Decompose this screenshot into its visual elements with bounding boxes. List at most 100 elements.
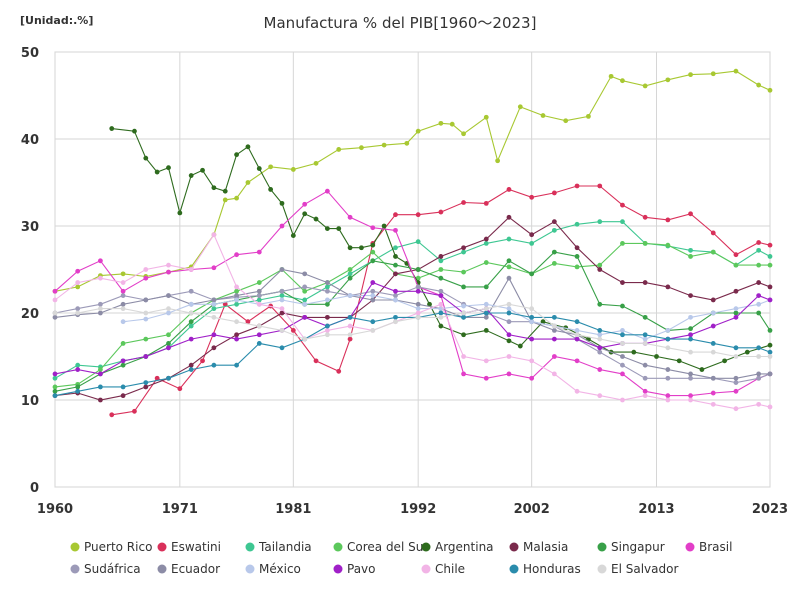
data-point <box>620 332 625 338</box>
data-point <box>551 323 557 329</box>
data-point <box>756 310 762 316</box>
legend-label: Sudáfrica <box>84 562 141 576</box>
legend-item: Ecuador <box>157 562 220 576</box>
data-point <box>211 345 217 351</box>
data-point <box>347 323 353 329</box>
data-point <box>710 323 716 329</box>
legend-item: Brasil <box>685 540 732 554</box>
data-point <box>370 280 376 285</box>
data-point <box>234 152 239 158</box>
data-point <box>756 240 762 245</box>
data-point <box>563 118 569 124</box>
data-point <box>642 341 648 346</box>
data-point <box>256 288 262 294</box>
data-point <box>120 362 126 368</box>
data-point <box>302 201 308 207</box>
data-point <box>574 319 580 325</box>
data-point <box>506 332 512 338</box>
data-point <box>767 354 773 359</box>
data-point <box>620 371 625 377</box>
legend-marker <box>509 564 519 574</box>
data-point <box>415 239 421 245</box>
data-point <box>733 314 739 320</box>
data-point <box>211 232 217 238</box>
data-point <box>710 375 716 381</box>
data-point <box>620 241 625 246</box>
data-point <box>756 354 762 359</box>
data-point <box>279 306 285 312</box>
legend-label: Brasil <box>699 540 732 554</box>
data-point <box>597 262 603 268</box>
data-point <box>483 200 489 206</box>
data-point <box>393 262 398 268</box>
series-8 <box>52 284 773 385</box>
data-point <box>166 269 171 275</box>
data-point <box>415 267 421 272</box>
data-point <box>506 310 512 316</box>
data-point <box>733 306 739 312</box>
data-point <box>97 384 103 390</box>
legend-marker <box>597 564 607 574</box>
data-point <box>574 332 580 338</box>
data-point <box>529 319 535 325</box>
data-point <box>642 388 648 394</box>
data-point <box>279 288 285 294</box>
y-tick-label: 20 <box>21 307 39 322</box>
data-point <box>211 301 217 307</box>
data-point <box>188 319 194 325</box>
data-point <box>188 267 194 272</box>
data-point <box>234 284 239 290</box>
data-point <box>166 293 171 298</box>
data-point <box>710 341 716 346</box>
legend-item: Argentina <box>421 540 494 554</box>
grid <box>54 51 771 488</box>
data-point <box>506 301 512 307</box>
data-point <box>506 338 512 344</box>
data-point <box>120 271 126 277</box>
data-point <box>234 293 239 298</box>
data-point <box>551 354 557 359</box>
data-point <box>767 262 773 268</box>
data-point <box>733 388 739 394</box>
data-point <box>506 306 512 312</box>
data-point <box>665 328 671 333</box>
data-point <box>483 310 489 316</box>
data-point <box>710 297 716 303</box>
data-point <box>756 375 762 381</box>
data-point <box>97 371 103 377</box>
data-point <box>688 397 693 403</box>
data-point <box>290 233 296 238</box>
data-point <box>347 336 353 342</box>
data-point <box>642 393 648 399</box>
data-point <box>483 314 489 320</box>
data-point <box>75 284 81 290</box>
data-point <box>370 242 376 248</box>
data-point <box>347 267 353 272</box>
data-point <box>324 332 330 338</box>
data-point <box>234 301 239 307</box>
data-point <box>52 388 58 394</box>
legend-marker <box>157 542 167 552</box>
data-point <box>75 388 81 394</box>
data-point <box>529 358 535 364</box>
data-point <box>597 332 603 338</box>
data-point <box>324 297 330 303</box>
data-point <box>302 288 308 294</box>
data-point <box>234 319 239 325</box>
data-point <box>381 142 387 148</box>
data-point <box>597 367 603 372</box>
legend-marker <box>70 564 80 574</box>
data-point <box>415 275 421 281</box>
data-point <box>256 166 262 171</box>
legend-label: Malasia <box>523 540 568 554</box>
legend-item: Singapur <box>597 540 665 554</box>
data-point <box>211 332 217 338</box>
data-point <box>517 343 523 349</box>
data-point <box>438 314 444 320</box>
data-point <box>574 328 580 333</box>
data-point <box>733 406 739 412</box>
data-point <box>529 194 535 200</box>
data-point <box>767 349 773 355</box>
data-point <box>620 219 625 225</box>
data-point <box>370 258 376 264</box>
